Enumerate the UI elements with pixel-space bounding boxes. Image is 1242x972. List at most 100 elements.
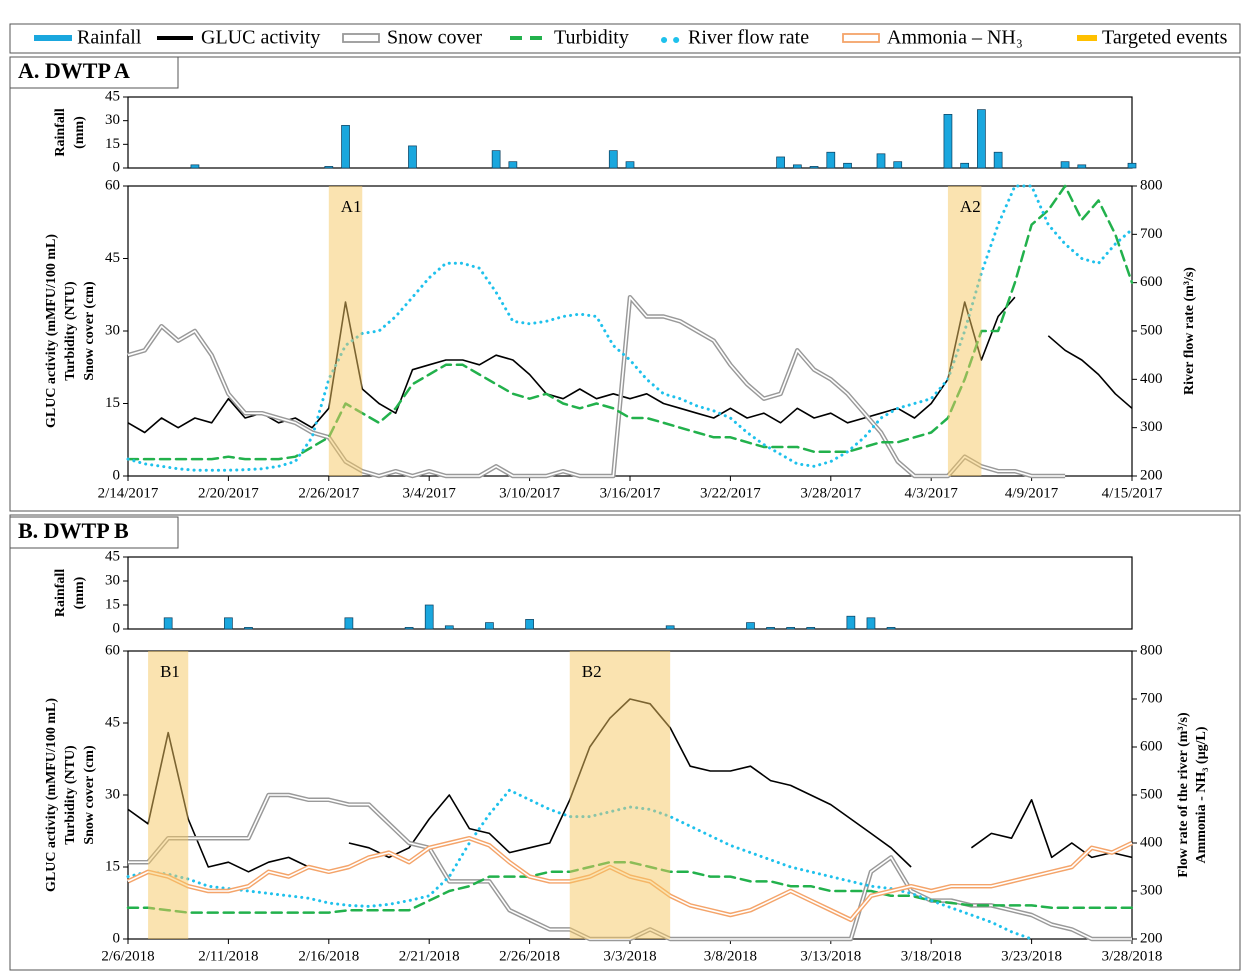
panel-frame	[9, 56, 1241, 512]
bar	[324, 166, 334, 169]
event-label: A2	[960, 197, 981, 216]
bar	[190, 164, 200, 169]
legend-label: River flow rate	[688, 27, 809, 49]
event-span	[328, 186, 363, 476]
bar	[893, 161, 903, 169]
x-tick-label: 3/4/2017	[403, 485, 457, 501]
x-tick-label: 3/22/2017	[700, 485, 761, 501]
bar	[776, 156, 785, 169]
panel-title: B. DWTP B	[18, 518, 129, 543]
y-tick-label: 45	[105, 548, 120, 564]
y2-axis-label: Flow rate of the river (m³/s)	[1176, 712, 1191, 878]
bar	[792, 164, 802, 169]
bar	[608, 150, 618, 169]
bar	[444, 625, 454, 630]
y-axis-label: (mm)	[72, 576, 87, 609]
title-box	[9, 56, 179, 89]
x-tick-label: 2/14/2017	[98, 485, 159, 501]
x-tick-label: 3/18/2018	[901, 948, 962, 964]
legend-marker	[342, 33, 380, 43]
bar	[625, 161, 635, 169]
y-tick-label: 60	[105, 642, 120, 658]
x-tick-label: 2/20/2017	[198, 485, 259, 501]
legend-box	[9, 23, 1241, 54]
x-tick-label: 4/15/2017	[1102, 485, 1163, 501]
legend-label: Rainfall	[77, 27, 142, 49]
y-axis-label: Rainfall	[53, 569, 68, 617]
bar	[408, 145, 417, 169]
legend-label: Ammonia – NH₃	[887, 27, 1023, 49]
y-axis-label: Turbidity (NTU)	[63, 281, 78, 381]
bar	[1060, 161, 1070, 169]
y-tick-label: 15	[105, 858, 120, 874]
bar	[746, 622, 755, 630]
x-tick-label: 3/28/2017	[800, 485, 861, 501]
bar	[1127, 162, 1137, 169]
y-axis-label: Turbidity (NTU)	[63, 745, 78, 845]
x-tick-label: 2/11/2018	[198, 948, 258, 964]
y2-tick-label: 500	[1140, 322, 1163, 338]
legend-label: Targeted events	[1102, 27, 1228, 49]
legend-label: Snow cover	[387, 27, 482, 49]
plot-frame	[127, 556, 1133, 630]
y-tick-label: 60	[105, 177, 120, 193]
event-span	[148, 651, 189, 939]
bar	[943, 114, 953, 169]
y-tick-label: 45	[105, 88, 120, 104]
x-tick-label: 2/26/2017	[298, 485, 359, 501]
event-label: B1	[160, 662, 180, 681]
x-tick-label: 3/13/2018	[800, 948, 861, 964]
bar	[809, 166, 819, 169]
bar	[424, 604, 434, 630]
y2-tick-label: 600	[1140, 738, 1163, 754]
bar	[485, 622, 494, 630]
y2-tick-label: 200	[1140, 930, 1163, 946]
x-tick-label: 3/3/2018	[603, 948, 656, 964]
y2-tick-label: 700	[1140, 226, 1163, 242]
y2-tick-label: 500	[1140, 786, 1163, 802]
series-line-inner	[127, 296, 1066, 477]
x-tick-label: 2/6/2018	[101, 948, 154, 964]
bar	[665, 625, 675, 630]
y2-tick-label: 300	[1140, 882, 1163, 898]
bar	[977, 109, 986, 169]
event-span	[569, 651, 671, 939]
x-tick-label: 3/23/2018	[1001, 948, 1062, 964]
bar	[344, 617, 354, 630]
y-axis-label: Rainfall	[53, 108, 68, 156]
y-tick-label: 30	[105, 112, 120, 128]
bar	[404, 627, 414, 630]
y-tick-label: 30	[105, 572, 120, 588]
x-tick-label: 2/21/2018	[399, 948, 460, 964]
title-box	[9, 516, 179, 549]
bar	[766, 627, 775, 630]
bar	[960, 162, 970, 169]
y-tick-label: 0	[113, 467, 121, 483]
y-axis-label: Snow cover (cm)	[82, 281, 97, 381]
y2-tick-label: 700	[1140, 690, 1163, 706]
y-tick-label: 15	[105, 596, 120, 612]
legend-marker	[842, 33, 880, 43]
bar	[1077, 164, 1087, 169]
x-tick-label: 2/16/2018	[298, 948, 359, 964]
y-tick-label: 30	[105, 786, 120, 802]
legend-label: GLUC activity	[201, 27, 320, 49]
legend-label: Turbidity	[554, 27, 629, 49]
y-axis-label: Snow cover (cm)	[82, 745, 97, 845]
bar	[786, 627, 795, 630]
bar	[846, 615, 856, 630]
panel-title: A. DWTP A	[18, 58, 130, 83]
event-label: B2	[582, 662, 602, 681]
bar	[224, 617, 233, 630]
bar	[163, 617, 173, 630]
bar	[843, 162, 852, 169]
y-tick-label: 45	[105, 714, 120, 730]
x-tick-label: 2/26/2018	[499, 948, 560, 964]
bar	[993, 151, 1003, 169]
x-tick-label: 3/10/2017	[499, 485, 560, 501]
bar	[876, 153, 886, 169]
y2-tick-label: 400	[1140, 371, 1163, 387]
y-tick-label: 15	[105, 136, 120, 152]
y2-tick-label: 800	[1140, 177, 1163, 193]
